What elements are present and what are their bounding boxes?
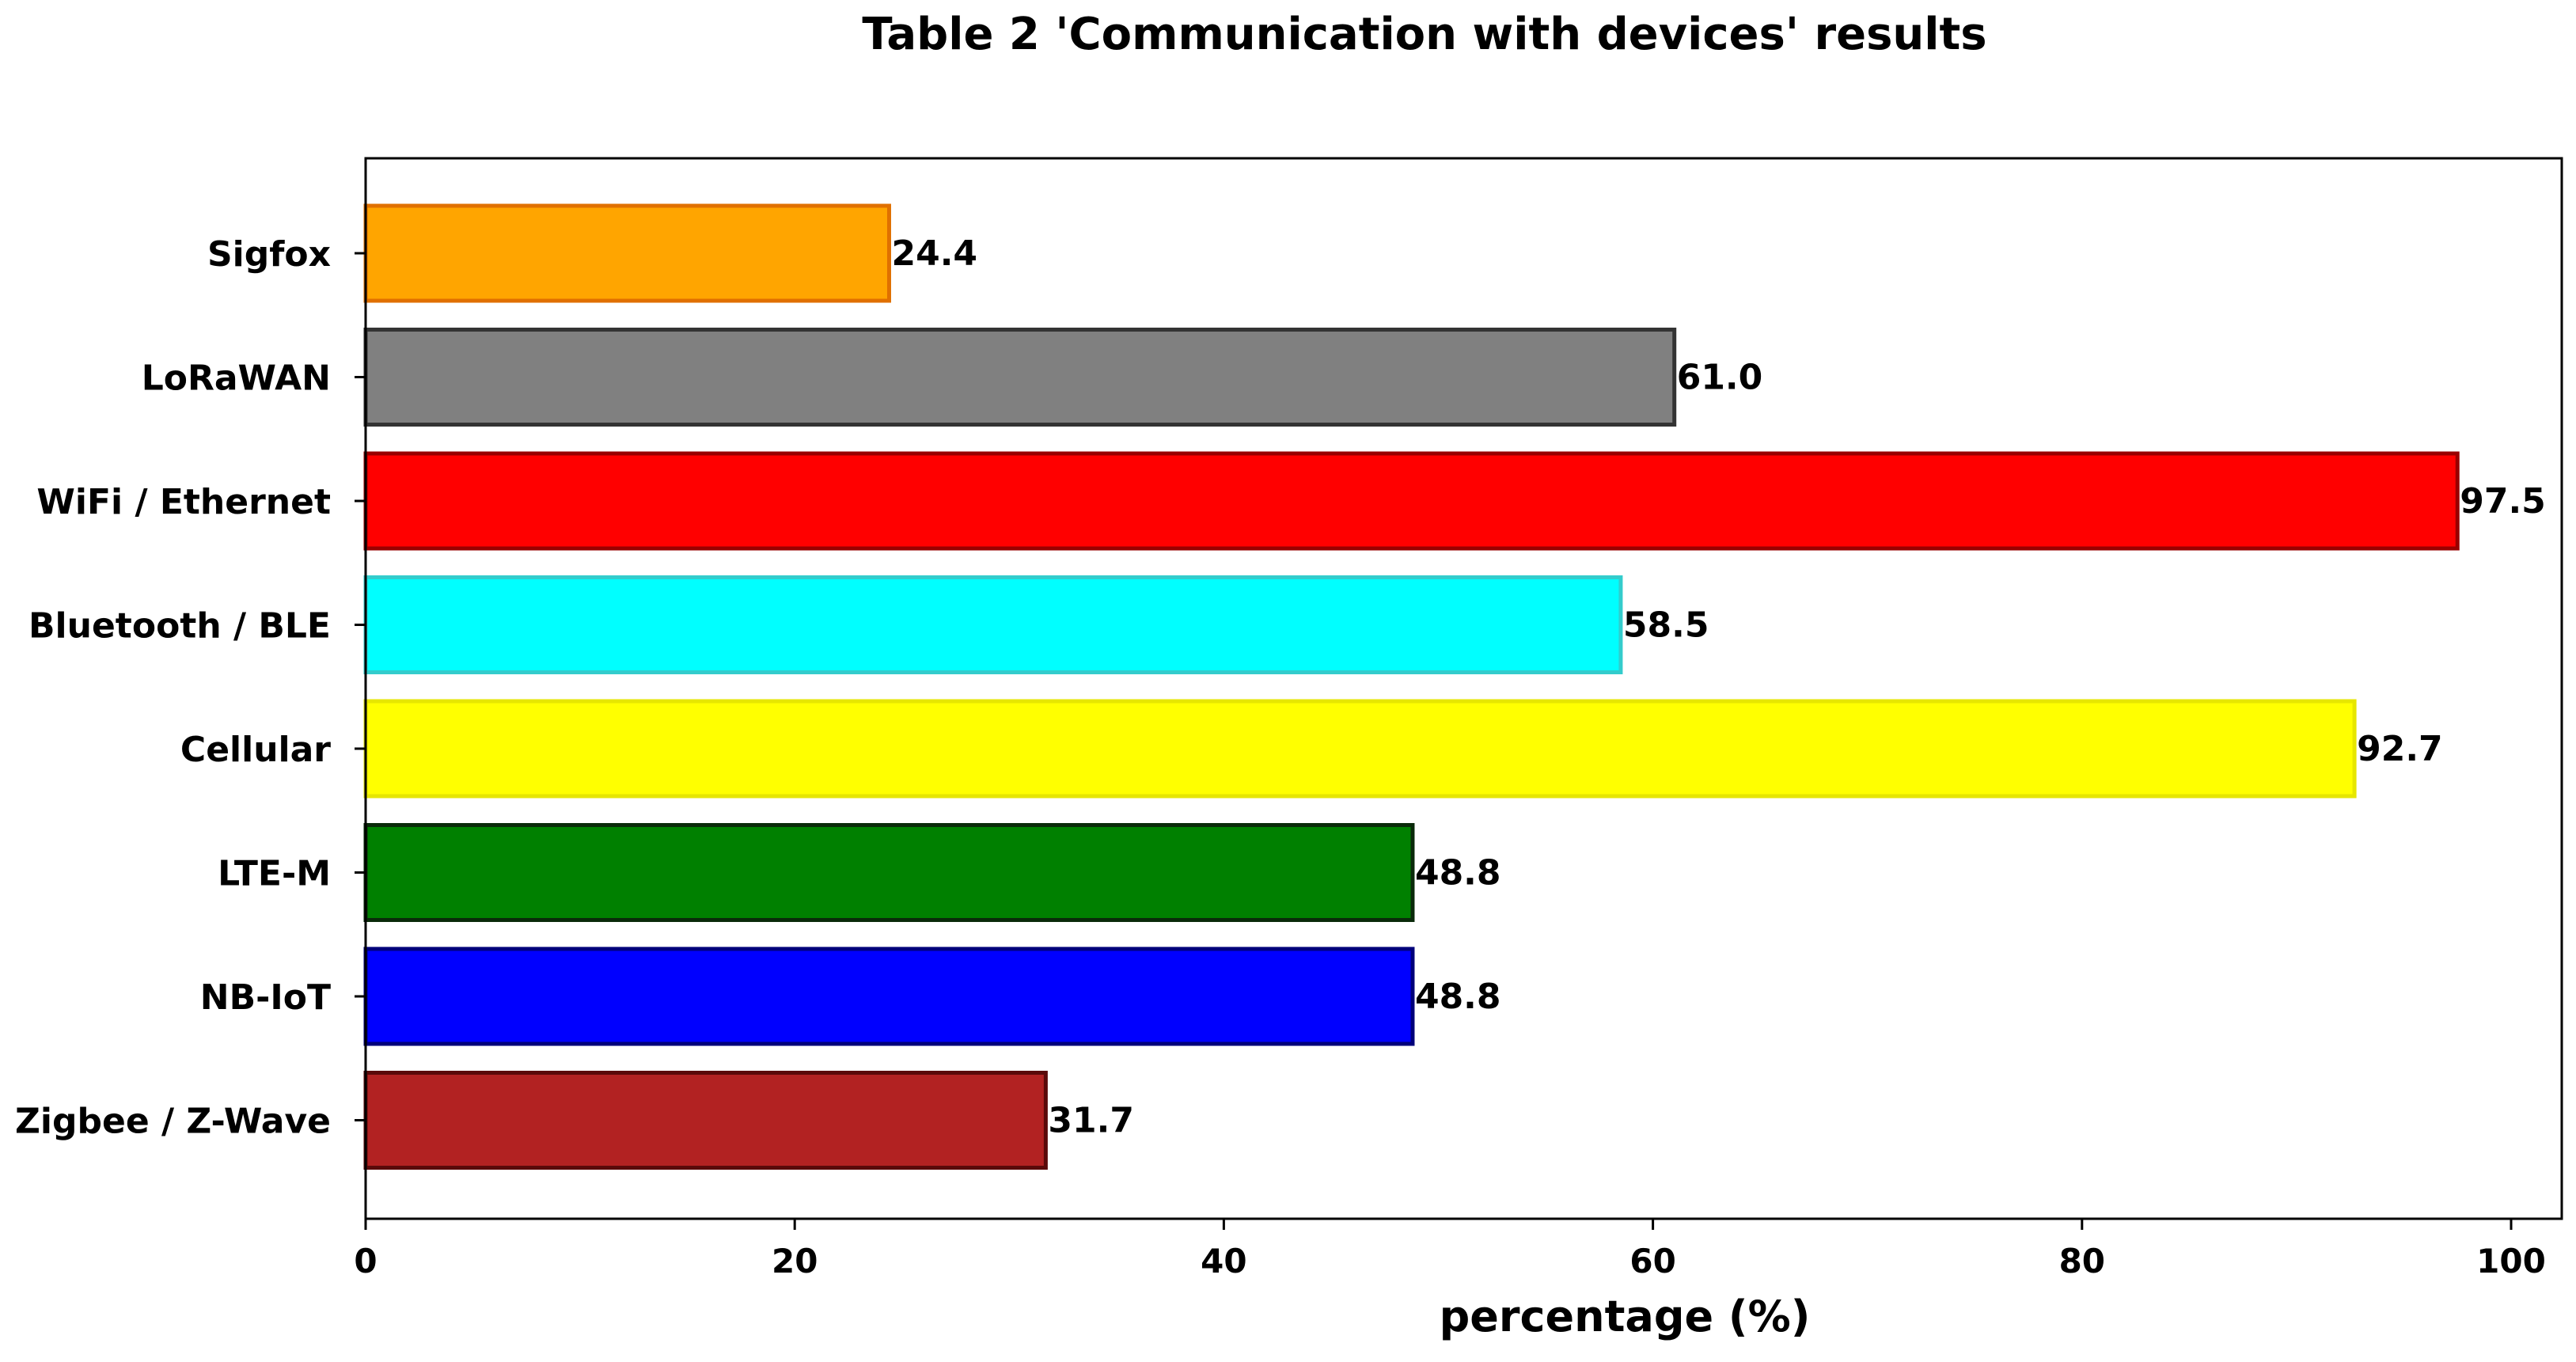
value-label: 61.0 <box>1677 358 1763 398</box>
bar <box>363 947 1415 1046</box>
value-label: 31.7 <box>1048 1101 1134 1141</box>
y-tick-label: Bluetooth / BLE <box>28 606 331 647</box>
value-label: 92.7 <box>2357 729 2443 769</box>
y-tick-label: Cellular <box>180 730 331 770</box>
bar <box>363 203 891 303</box>
y-tick-label: LTE-M <box>218 854 331 894</box>
x-tick-label: 40 <box>1201 1242 1246 1280</box>
bar <box>363 823 1415 922</box>
bar <box>363 575 1623 674</box>
value-label: 24.4 <box>891 233 977 274</box>
y-tick-label: NB-IoT <box>200 977 331 1018</box>
chart-title: Table 2 'Communication with devices' res… <box>862 9 1986 60</box>
y-tick-label: LoRaWAN <box>142 359 331 399</box>
value-label: 58.5 <box>1623 605 1709 646</box>
y-tick-label: Sigfox <box>207 234 331 275</box>
value-label: 48.8 <box>1415 853 1501 893</box>
x-tick-label: 100 <box>2476 1242 2546 1280</box>
bar <box>363 328 1677 427</box>
value-label: 48.8 <box>1415 977 1501 1017</box>
bar <box>363 699 2357 799</box>
plot-frame <box>364 157 2563 1220</box>
plot-area: 24.4 Sigfox 61.0 LoRaWAN 97.5 WiFi / Ethernet… <box>15 157 2563 1280</box>
y-tick-label: WiFi / Ethernet <box>36 482 331 522</box>
bar <box>363 451 2460 551</box>
y-tick-label: Zigbee / Z-Wave <box>15 1102 331 1142</box>
x-tick-label: 80 <box>2059 1242 2105 1280</box>
x-tick-label: 0 <box>354 1242 377 1280</box>
x-tick-label: 20 <box>772 1242 818 1280</box>
x-axis-label: percentage (%) <box>1440 1292 1811 1341</box>
bar <box>363 1071 1048 1170</box>
x-tick-label: 60 <box>1629 1242 1675 1280</box>
value-label: 97.5 <box>2460 481 2546 522</box>
